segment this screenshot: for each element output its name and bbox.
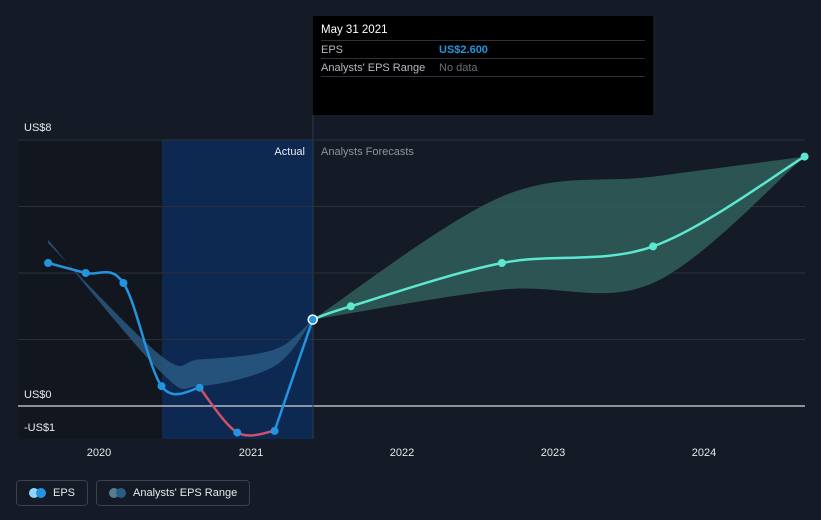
legend-eps-label: EPS <box>53 487 76 499</box>
legend-range-button[interactable]: Analysts' EPS Range <box>96 480 251 506</box>
y-label-0: US$0 <box>24 389 52 401</box>
x-label-2023: 2023 <box>541 447 565 459</box>
forecast-label: Analysts Forecasts <box>321 146 414 158</box>
eps-point <box>157 382 166 391</box>
eps-point-selected <box>307 314 318 325</box>
y-label-8: US$8 <box>24 122 52 134</box>
tooltip-range-value: No data <box>439 61 478 74</box>
tooltip: May 31 2021 EPS US$2.600 Analysts' EPS R… <box>313 16 653 115</box>
eps-point <box>44 259 53 267</box>
tooltip-eps-label: EPS <box>321 43 344 56</box>
forecast-point <box>649 242 658 251</box>
y-label-neg1: -US$1 <box>24 422 55 434</box>
forecast-point <box>800 152 809 161</box>
eps-point <box>119 279 128 287</box>
highlight-band <box>162 140 313 439</box>
legend-eps-button[interactable]: EPS <box>16 480 89 506</box>
eps-legend-icon <box>29 488 47 498</box>
eps-point <box>195 383 204 392</box>
eps-rise-segment <box>273 319 314 432</box>
eps-point <box>81 269 90 277</box>
x-label-2021: 2021 <box>239 447 263 459</box>
tooltip-eps-row: EPS US$2.600 <box>321 40 645 58</box>
tooltip-divider <box>321 76 645 99</box>
data-points <box>44 152 809 437</box>
tooltip-range-row: Analysts' EPS Range No data <box>321 58 645 76</box>
tooltip-range-label: Analysts' EPS Range <box>321 61 426 74</box>
tooltip-eps-value: US$2.600 <box>439 43 488 56</box>
legend-range-label: Analysts' EPS Range <box>133 487 238 499</box>
eps-point <box>233 428 242 437</box>
x-label-2022: 2022 <box>390 447 414 459</box>
range-legend-icon <box>109 488 127 498</box>
eps-point <box>270 426 279 435</box>
legend: EPS Analysts' EPS Range <box>16 480 251 506</box>
actual-label: Actual <box>274 146 305 158</box>
x-label-2020: 2020 <box>87 447 111 459</box>
tooltip-date: May 31 2021 <box>321 24 388 36</box>
x-label-2024: 2024 <box>692 447 716 459</box>
forecast-point <box>497 259 506 267</box>
forecast-point <box>346 302 355 311</box>
